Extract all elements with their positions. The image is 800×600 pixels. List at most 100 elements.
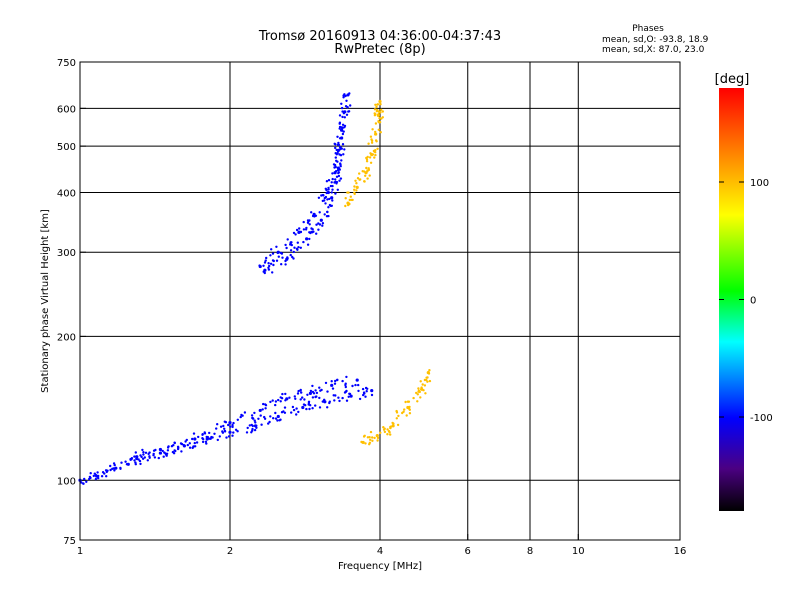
data-point — [201, 433, 204, 436]
data-point — [97, 476, 100, 480]
data-point — [308, 237, 311, 241]
data-point — [341, 396, 344, 400]
data-point — [295, 228, 299, 232]
y-tick-label: 100 — [57, 476, 76, 487]
data-point — [340, 106, 344, 110]
data-point — [204, 440, 208, 443]
y-tick-label: 600 — [57, 104, 76, 115]
data-point — [302, 220, 305, 224]
data-point — [276, 414, 280, 419]
data-point — [170, 445, 174, 448]
data-point — [353, 191, 356, 194]
data-point — [124, 460, 127, 463]
data-point — [420, 387, 424, 391]
data-point — [428, 369, 431, 372]
data-point — [105, 475, 108, 478]
x-tick-label: 6 — [465, 546, 471, 557]
colorbar-ticks: 100 0 -100 — [719, 178, 773, 424]
data-point — [191, 437, 194, 441]
data-point — [330, 181, 333, 184]
data-point — [83, 477, 86, 481]
y-tick-label: 75 — [63, 536, 76, 547]
data-point — [293, 395, 296, 398]
data-point — [211, 436, 214, 439]
data-point — [321, 222, 325, 225]
data-point — [317, 228, 320, 231]
data-point — [358, 172, 361, 175]
data-point — [222, 424, 225, 428]
data-point — [369, 161, 373, 164]
data-point — [341, 379, 344, 383]
chart-subtitle: RwPretec (8p) — [334, 42, 425, 57]
data-point — [292, 257, 295, 260]
data-point — [286, 256, 289, 259]
data-point — [326, 210, 329, 214]
data-point — [374, 132, 378, 136]
data-point — [267, 262, 270, 265]
data-point — [202, 438, 205, 441]
data-point — [353, 185, 356, 188]
data-point — [301, 405, 305, 410]
data-point — [360, 440, 363, 444]
data-point — [388, 431, 391, 434]
x-tick-label: 4 — [377, 546, 383, 557]
data-point — [323, 398, 326, 401]
data-point — [267, 268, 271, 271]
data-point — [323, 213, 326, 216]
data-point — [341, 115, 344, 119]
data-point — [275, 245, 278, 248]
data-point — [307, 403, 310, 406]
data-point — [291, 405, 295, 409]
data-point — [234, 428, 238, 431]
data-point — [229, 425, 232, 428]
data-point — [386, 428, 389, 431]
data-point — [277, 255, 280, 258]
data-point — [357, 383, 360, 387]
data-point — [195, 441, 199, 444]
data-point — [228, 430, 232, 434]
data-point — [323, 199, 326, 202]
data-point — [243, 411, 247, 414]
data-point — [425, 376, 428, 379]
data-point — [334, 143, 337, 146]
data-point — [174, 449, 177, 453]
y-tick-label: 750 — [57, 58, 76, 69]
data-point — [339, 146, 342, 149]
data-point — [239, 415, 242, 419]
data-point — [330, 191, 333, 194]
data-point — [262, 402, 265, 406]
data-point — [368, 436, 371, 439]
data-point — [373, 156, 376, 159]
data-point — [416, 393, 419, 396]
data-point — [331, 199, 334, 202]
data-point — [324, 202, 327, 205]
data-point — [339, 162, 342, 165]
data-point — [311, 214, 315, 218]
data-point — [339, 177, 343, 180]
data-point — [251, 417, 255, 420]
data-point — [94, 477, 98, 481]
data-point — [338, 153, 341, 156]
data-point — [223, 427, 226, 430]
data-point — [232, 421, 235, 425]
data-point — [340, 126, 343, 129]
data-point — [365, 158, 369, 161]
data-point — [370, 141, 374, 144]
data-point — [337, 396, 340, 399]
data-point — [259, 414, 262, 417]
data-point — [340, 128, 344, 132]
data-point — [297, 246, 300, 249]
data-point — [295, 407, 298, 410]
data-point — [345, 399, 349, 402]
data-point — [228, 421, 232, 425]
data-point — [402, 410, 405, 413]
data-point — [375, 434, 379, 438]
data-point — [397, 414, 400, 418]
data-point — [330, 196, 334, 200]
data-point — [376, 103, 379, 106]
data-point — [389, 425, 392, 429]
data-point — [349, 104, 352, 107]
data-point — [227, 423, 230, 427]
data-point — [253, 424, 258, 428]
data-point — [216, 438, 219, 442]
